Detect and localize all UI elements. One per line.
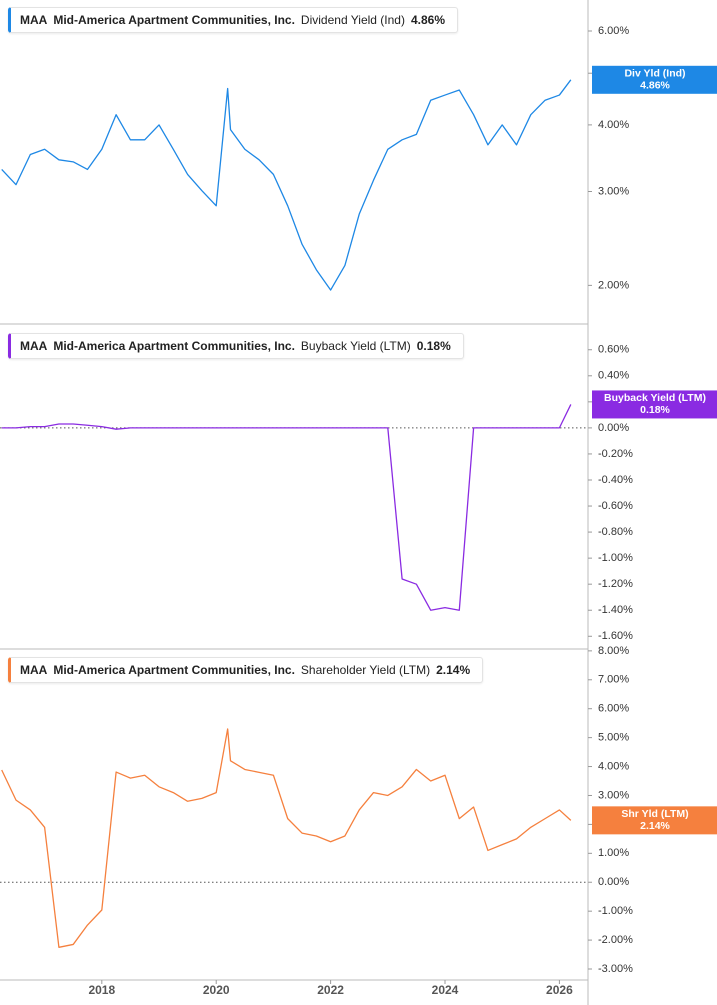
badge-value: 0.18% (640, 404, 670, 416)
last-value-badge (592, 65, 717, 94)
ticker: MAA (20, 13, 48, 27)
y-tick-label: 0.60% (598, 344, 629, 356)
company: Mid-America Apartment Communities, Inc. (53, 663, 295, 677)
y-tick-label: -0.40% (598, 474, 633, 486)
y-tick-label: -3.00% (598, 963, 633, 975)
y-tick-label: -1.00% (598, 552, 633, 564)
ticker: MAA (20, 663, 48, 677)
current-value: 4.86% (410, 13, 446, 27)
y-tick-label: 6.00% (598, 703, 629, 715)
x-tick-label: 2026 (546, 983, 573, 997)
y-tick-label: 0.40% (598, 370, 629, 382)
chart-header: MAA Mid-America Apartment Communities, In… (8, 333, 464, 359)
last-value-badge (592, 806, 717, 835)
current-value: 0.18% (416, 339, 451, 353)
data-line (1, 728, 572, 948)
legend-entry: Buyback Yield (LTM) (300, 339, 411, 353)
y-tick-label: -1.20% (598, 578, 633, 590)
y-tick-label: 3.00% (598, 185, 629, 197)
x-tick-label: 2024 (432, 983, 459, 997)
y-tick-label: 8.00% (598, 645, 629, 657)
y-tick-label: -1.00% (598, 905, 633, 917)
data-line (1, 79, 572, 291)
y-tick-label: 1.00% (598, 847, 629, 859)
ticker: MAA (20, 339, 48, 353)
last-value-badge (592, 390, 717, 419)
y-tick-label: 3.00% (598, 789, 629, 801)
y-tick-label: 6.00% (598, 25, 629, 37)
chart-header: MAA Mid-America Apartment Communities, In… (8, 657, 484, 683)
y-tick-label: 4.00% (598, 119, 629, 131)
badge-name: Buyback Yield (LTM) (604, 392, 706, 404)
legend-entry: Dividend Yield (Ind) (300, 13, 405, 27)
badge-name: Shr Yld (LTM) (621, 808, 688, 820)
legend-entry: Shareholder Yield (LTM) (300, 663, 431, 677)
y-tick-label: 4.00% (598, 760, 629, 772)
chart-header: MAA Mid-America Apartment Communities, In… (8, 7, 459, 33)
y-tick-label: -0.60% (598, 500, 633, 512)
badge-name: Div Yld (Ind) (624, 68, 685, 80)
y-tick-label: -2.00% (598, 934, 633, 946)
y-tick-label: 7.00% (598, 674, 629, 686)
badge-value: 2.14% (640, 820, 670, 832)
y-tick-label: 5.00% (598, 732, 629, 744)
y-tick-label: -0.20% (598, 448, 633, 460)
company: Mid-America Apartment Communities, Inc. (53, 13, 295, 27)
data-line (1, 404, 572, 611)
x-tick-label: 2020 (203, 983, 230, 997)
badge-value: 4.86% (640, 80, 670, 92)
company: Mid-America Apartment Communities, Inc. (53, 339, 295, 353)
y-tick-label: -1.60% (598, 630, 633, 642)
x-tick-label: 2022 (317, 983, 344, 997)
y-tick-label: 0.00% (598, 876, 629, 888)
y-tick-label: -1.40% (598, 604, 633, 616)
y-tick-label: 0.00% (598, 422, 629, 434)
current-value: 2.14% (436, 663, 471, 677)
x-tick-label: 2018 (88, 983, 115, 997)
y-tick-label: -0.80% (598, 526, 633, 538)
y-tick-label: 2.00% (598, 279, 629, 291)
